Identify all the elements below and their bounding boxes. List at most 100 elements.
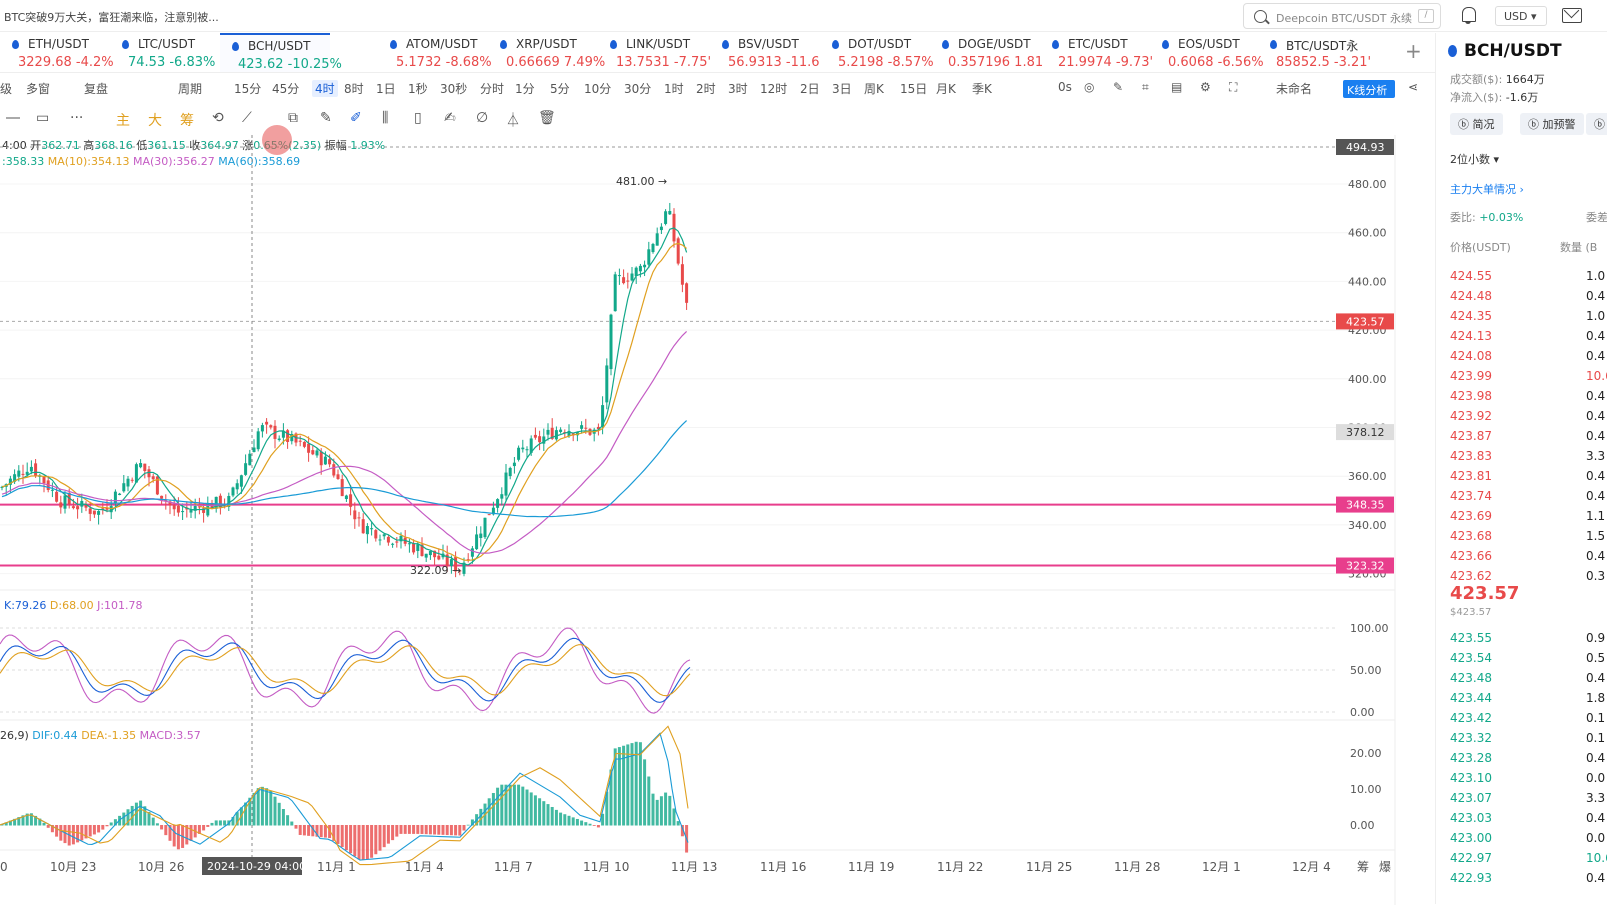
tab-ltcusdt[interactable]: LTC/USDT 74.53 -6.83% (110, 33, 220, 72)
timeframe-19[interactable]: 3时 (728, 82, 748, 96)
add-tab-button[interactable]: + (1405, 39, 1422, 63)
layers-icon[interactable]: ▤ (1171, 80, 1183, 94)
more-icon[interactable]: ··· (70, 110, 84, 126)
overview-button[interactable]: ⓑ 简况 (1450, 113, 1503, 135)
timeframe-8[interactable]: 8时 (344, 82, 364, 96)
currency-select[interactable]: USD ▾ (1495, 6, 1547, 26)
ask-price[interactable]: 423.69 (1450, 509, 1492, 523)
search-input[interactable]: Deepcoin BTC/USDT 永续 / (1243, 3, 1441, 29)
tab-dotusdt[interactable]: DOT/USDT 5.2198 -8.57% (820, 33, 934, 72)
tab-ethusdt[interactable]: ETH/USDT 3229.68 -4.2% (0, 33, 114, 72)
kline-analysis-button[interactable]: K线分析 (1343, 80, 1395, 98)
chip-button[interactable]: 筹 (180, 113, 194, 129)
timeframe-13[interactable]: 1分 (515, 82, 535, 96)
ask-price[interactable]: 424.48 (1450, 289, 1492, 303)
ask-price[interactable]: 423.74 (1450, 489, 1492, 503)
bid-price[interactable]: 423.42 (1450, 711, 1492, 725)
tab-dogeusdt[interactable]: DOGE/USDT 0.357196 1.81 (930, 33, 1043, 72)
tab-bchusdt[interactable]: BCH/USDT 423.62 -10.25% (220, 33, 342, 72)
bid-price[interactable]: 422.93 (1450, 871, 1492, 885)
bid-price[interactable]: 423.10 (1450, 771, 1492, 785)
candles-icon[interactable]: ⫼ (382, 110, 389, 126)
measure-icon[interactable]: ⟋ (242, 110, 252, 126)
timeframe-7[interactable]: 4时 (312, 80, 338, 97)
timeframe-14[interactable]: 5分 (550, 82, 570, 96)
timeframe-24[interactable]: 15日 (900, 82, 928, 96)
timeframe-9[interactable]: 1日 (376, 82, 396, 96)
line-tool-icon[interactable]: ― (6, 110, 20, 126)
timeframe-21[interactable]: 2日 (800, 82, 820, 96)
bid-price[interactable]: 423.54 (1450, 651, 1492, 665)
bookmark-icon[interactable]: ⌗ (1142, 80, 1149, 94)
timeframe-0[interactable]: 级 (0, 82, 13, 96)
ask-price[interactable]: 423.99 (1450, 369, 1492, 383)
bid-price[interactable]: 423.32 (1450, 731, 1492, 745)
bell-icon[interactable] (1460, 7, 1476, 24)
timeframe-16[interactable]: 30分 (624, 82, 652, 96)
timeframe-2[interactable]: 复盘 (84, 82, 109, 96)
countdown[interactable]: 0s (1058, 80, 1072, 94)
ask-price[interactable]: 423.81 (1450, 469, 1492, 483)
tab-etcusdt[interactable]: ETC/USDT 21.9974 -9.73' (1040, 33, 1153, 72)
ask-price[interactable]: 423.98 (1450, 389, 1492, 403)
ask-price[interactable]: 423.68 (1450, 529, 1492, 543)
timeframe-4[interactable]: 周期 (178, 82, 203, 96)
trash-icon[interactable]: 🗑 (538, 110, 556, 126)
timeframe-5[interactable]: 15分 (234, 82, 262, 96)
settings-icon[interactable]: ⚙ (1200, 80, 1211, 94)
compare-icon[interactable]: ⟲ (212, 110, 224, 126)
ask-price[interactable]: 424.55 (1450, 269, 1492, 283)
timeframe-1[interactable]: 多窗 (26, 82, 51, 96)
tab-eosusdt[interactable]: EOS/USDT 0.6068 -6.56% (1150, 33, 1264, 72)
chart-area[interactable]: 4:00 开362.71 高368.16 低361.15 收364.97 涨0.… (0, 135, 1435, 905)
rect-tool-icon[interactable]: ▭ (36, 110, 50, 126)
timeframe-20[interactable]: 12时 (760, 82, 788, 96)
timeframe-11[interactable]: 30秒 (440, 82, 468, 96)
tab-xrpusdt[interactable]: XRP/USDT 0.66669 7.49% (488, 33, 605, 72)
filter-icon[interactable]: ⏃ (506, 113, 520, 129)
timeframe-12[interactable]: 分时 (480, 82, 505, 96)
add-alert-button[interactable]: ⓑ 加预警 (1520, 113, 1584, 135)
ask-price[interactable]: 423.92 (1450, 409, 1492, 423)
bid-price[interactable]: 423.55 (1450, 631, 1492, 645)
bid-price[interactable]: 423.28 (1450, 751, 1492, 765)
timeframe-25[interactable]: 月K (936, 82, 956, 96)
camera-icon[interactable]: ◎ (1084, 80, 1095, 94)
timeframe-17[interactable]: 1时 (664, 82, 684, 96)
ruler-icon[interactable]: ✎ (320, 110, 332, 126)
ask-price[interactable]: 423.62 (1450, 569, 1492, 583)
bid-price[interactable]: 422.97 (1450, 851, 1492, 865)
big-orders-link[interactable]: 主力大单情况 › (1450, 183, 1524, 196)
tab-btcusdt[interactable]: BTC/USDT永 85852.5 -3.21' (1258, 33, 1371, 72)
pen-settings-icon[interactable]: ✎ (1113, 80, 1124, 94)
timeframe-10[interactable]: 1秒 (408, 82, 428, 96)
share-icon[interactable]: ⋖ (1408, 80, 1419, 94)
tab-linkusdt[interactable]: LINK/USDT 13.7531 -7.75' (598, 33, 711, 72)
bid-price[interactable]: 423.03 (1450, 811, 1492, 825)
ask-price[interactable]: 424.08 (1450, 349, 1492, 363)
timeframe-26[interactable]: 季K (972, 82, 992, 96)
ask-price[interactable]: 423.66 (1450, 549, 1492, 563)
bid-price[interactable]: 423.48 (1450, 671, 1492, 685)
mail-icon[interactable] (1562, 8, 1582, 23)
candlestick-chart[interactable]: 481.00 →322.09 →480.00460.00440.00420.00… (0, 135, 1435, 905)
more-button[interactable]: ⓑ (1586, 113, 1607, 135)
main-indicator-button[interactable]: 主 (116, 113, 130, 129)
timeframe-15[interactable]: 10分 (584, 82, 612, 96)
large-order-button[interactable]: 大 (148, 113, 162, 129)
ask-price[interactable]: 424.13 (1450, 329, 1492, 343)
edit-icon[interactable]: ✍ (444, 110, 456, 126)
clipboard-icon[interactable]: ▯ (414, 110, 422, 126)
bid-price[interactable]: 423.00 (1450, 831, 1492, 845)
timeframe-23[interactable]: 周K (864, 82, 884, 96)
timeframe-6[interactable]: 45分 (272, 82, 300, 96)
layout-name[interactable]: 未命名 (1276, 82, 1313, 96)
bid-price[interactable]: 423.44 (1450, 691, 1492, 705)
tab-bsvusdt[interactable]: BSV/USDT 56.9313 -11.6 (710, 33, 820, 72)
decimals-select[interactable]: 2位小数 ▾ (1450, 153, 1500, 166)
bid-price[interactable]: 423.07 (1450, 791, 1492, 805)
timeframe-18[interactable]: 2时 (696, 82, 716, 96)
news-ticker[interactable]: BTC突破9万大关，富狂潮来临，注意别被... (4, 11, 219, 24)
pen-icon[interactable]: ✐ (350, 110, 362, 126)
fullscreen-icon[interactable]: ⛶ (1229, 80, 1238, 94)
